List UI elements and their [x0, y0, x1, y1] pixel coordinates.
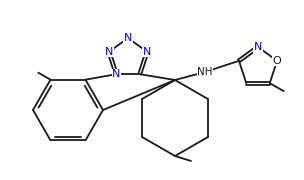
Text: O: O	[273, 56, 282, 66]
Text: N: N	[112, 69, 120, 79]
Text: N: N	[124, 33, 132, 43]
Text: N: N	[254, 42, 262, 52]
Text: NH: NH	[197, 67, 213, 77]
Text: N: N	[105, 47, 113, 57]
Text: N: N	[143, 47, 151, 57]
